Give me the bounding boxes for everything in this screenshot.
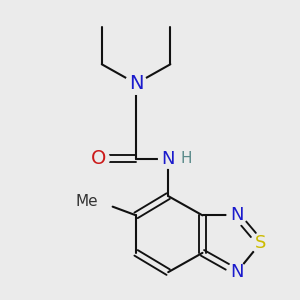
Text: S: S [255, 234, 266, 252]
Text: N: N [230, 206, 244, 224]
Circle shape [125, 73, 147, 94]
Circle shape [227, 206, 246, 225]
Text: H: H [180, 151, 191, 166]
Circle shape [251, 234, 270, 253]
Text: N: N [129, 74, 143, 93]
Text: O: O [91, 149, 106, 168]
Text: N: N [161, 150, 175, 168]
Circle shape [159, 149, 178, 168]
Text: N: N [230, 263, 244, 281]
Text: Me: Me [76, 194, 99, 209]
Circle shape [227, 262, 246, 282]
Circle shape [88, 148, 109, 169]
